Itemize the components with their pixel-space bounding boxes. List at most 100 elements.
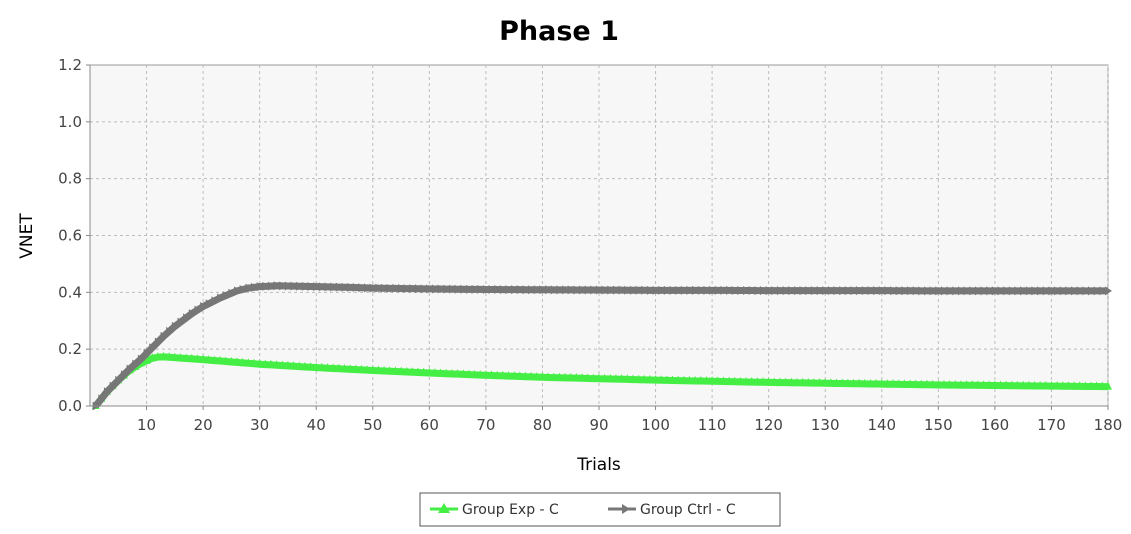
data-point xyxy=(126,364,134,374)
data-point xyxy=(426,284,434,294)
data-point xyxy=(934,379,943,388)
data-point xyxy=(402,367,411,376)
data-point xyxy=(1002,380,1011,389)
data-point xyxy=(754,286,762,296)
data-point xyxy=(358,283,366,293)
data-point xyxy=(217,293,225,303)
data-point xyxy=(1098,381,1107,390)
data-point xyxy=(641,285,649,295)
x-tick-label: 100 xyxy=(641,416,670,434)
data-point xyxy=(210,355,219,364)
data-point xyxy=(330,282,338,292)
data-point xyxy=(624,285,632,295)
data-point xyxy=(137,354,145,364)
data-point xyxy=(990,380,999,389)
data-point xyxy=(743,286,751,296)
data-point xyxy=(567,285,575,295)
legend-marker-exp xyxy=(438,503,450,513)
data-point xyxy=(628,374,637,383)
data-point xyxy=(962,380,971,389)
data-point xyxy=(317,362,326,371)
data-point xyxy=(856,286,864,296)
data-point xyxy=(1099,286,1107,296)
data-point xyxy=(968,380,977,389)
data-point xyxy=(980,286,988,296)
data-point xyxy=(431,284,439,294)
data-point xyxy=(907,286,915,296)
data-point xyxy=(951,380,960,389)
data-point xyxy=(454,284,462,294)
data-point xyxy=(849,378,858,387)
data-point xyxy=(629,285,637,295)
data-point xyxy=(607,285,615,295)
x-tick-label: 150 xyxy=(924,416,953,434)
data-point xyxy=(1087,381,1096,390)
data-point xyxy=(809,378,818,387)
data-point xyxy=(143,348,151,358)
y-tick-label: 0.4 xyxy=(58,283,82,301)
data-point xyxy=(556,285,564,295)
data-point xyxy=(115,375,123,385)
data-point xyxy=(425,368,434,377)
data-point xyxy=(760,286,768,296)
data-point xyxy=(1105,286,1112,296)
data-point xyxy=(884,286,892,296)
data-point xyxy=(1024,380,1033,389)
data-point xyxy=(363,365,372,374)
data-point xyxy=(1104,381,1112,390)
x-tick-label: 30 xyxy=(250,416,269,434)
data-point xyxy=(266,359,275,368)
y-axis-label: VNET xyxy=(17,213,37,259)
data-point xyxy=(708,376,717,385)
data-point xyxy=(737,285,745,295)
data-point xyxy=(222,291,230,301)
data-point xyxy=(420,284,428,294)
data-point xyxy=(334,363,343,372)
data-point xyxy=(120,370,128,380)
data-point xyxy=(166,326,174,336)
data-point xyxy=(895,286,903,296)
data-point xyxy=(617,374,626,383)
data-point xyxy=(494,285,502,295)
data-point xyxy=(776,286,784,296)
data-point xyxy=(460,284,468,294)
data-point xyxy=(997,286,1005,296)
data-point xyxy=(352,283,360,293)
data-point xyxy=(408,367,417,376)
data-point xyxy=(369,283,377,293)
data-point xyxy=(544,372,553,381)
data-point xyxy=(278,360,287,369)
series-0 xyxy=(91,351,1112,409)
data-point xyxy=(357,364,366,373)
data-point xyxy=(381,283,389,293)
data-point xyxy=(448,284,456,294)
data-point xyxy=(935,286,943,296)
data-point xyxy=(437,284,445,294)
data-point xyxy=(640,374,649,383)
data-point xyxy=(200,302,208,312)
data-point xyxy=(498,370,507,379)
data-point xyxy=(792,377,801,386)
data-point xyxy=(985,380,994,389)
data-point xyxy=(470,369,479,378)
data-point xyxy=(635,285,643,295)
x-tick-label: 180 xyxy=(1094,416,1123,434)
data-point xyxy=(1071,286,1079,296)
data-point xyxy=(239,284,247,294)
y-tick-label: 1.2 xyxy=(58,56,82,74)
data-point xyxy=(720,285,728,295)
data-point xyxy=(391,366,400,375)
x-tick-label: 80 xyxy=(533,416,552,434)
data-point xyxy=(918,286,926,296)
x-tick-label: 140 xyxy=(867,416,896,434)
x-tick-label: 160 xyxy=(981,416,1010,434)
x-tick-label: 120 xyxy=(754,416,783,434)
data-point xyxy=(742,376,751,385)
data-point xyxy=(685,375,694,384)
data-point xyxy=(680,285,688,295)
data-point xyxy=(171,321,179,331)
data-point xyxy=(1036,380,1045,389)
data-point xyxy=(1031,286,1039,296)
data-point xyxy=(290,281,298,291)
data-point xyxy=(409,284,417,294)
